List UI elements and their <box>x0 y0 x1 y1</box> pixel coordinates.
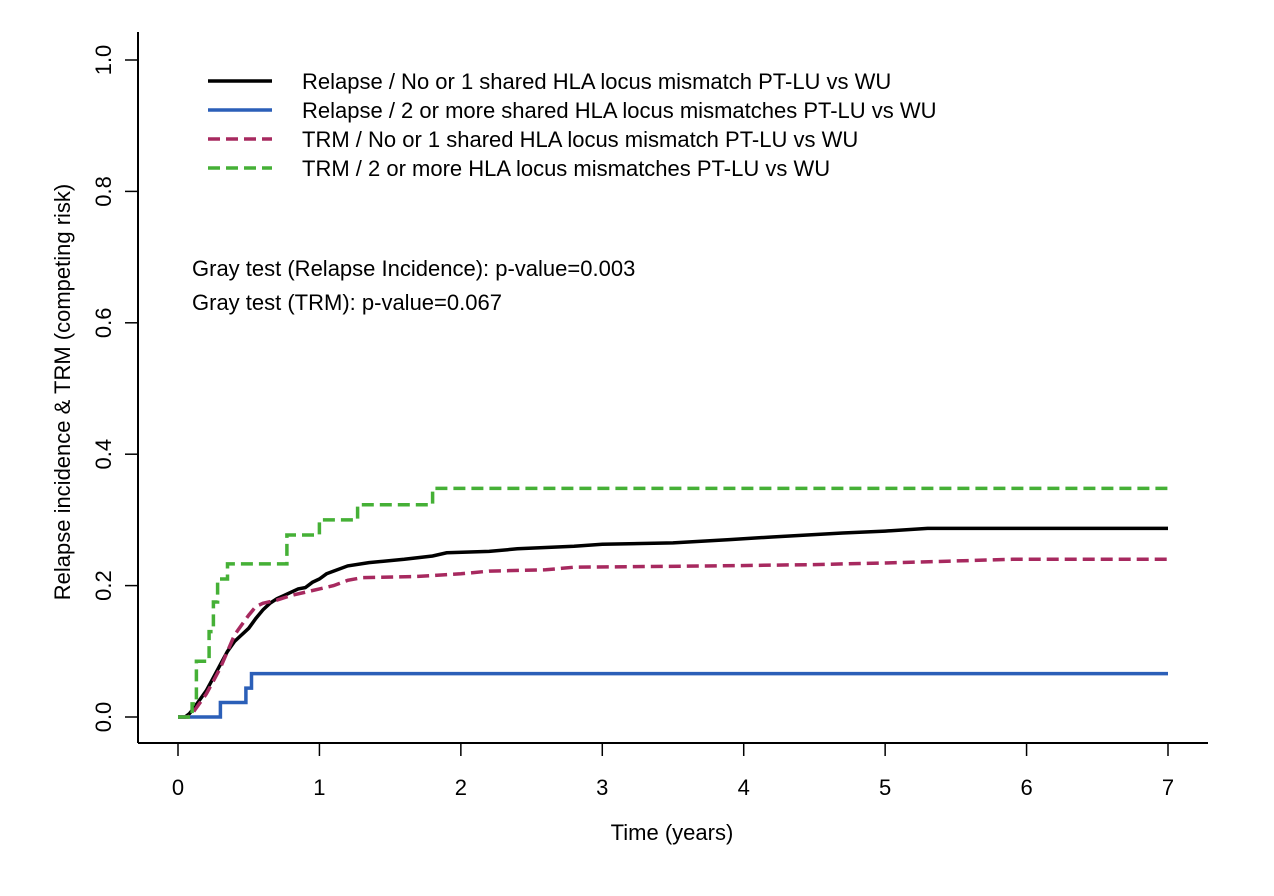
x-axis-title: Time (years) <box>611 820 734 845</box>
x-tick-label: 2 <box>455 775 467 800</box>
series-line-1 <box>178 526 1168 719</box>
y-tick-label: 0.6 <box>91 308 116 339</box>
annotation-relapse-gray-test: Gray test (Relapse Incidence): p-value=0… <box>192 256 635 281</box>
series-line-4 <box>178 486 1168 719</box>
legend: Relapse / No or 1 shared HLA locus misma… <box>208 69 937 181</box>
x-tick-label: 0 <box>172 775 184 800</box>
legend-label-2: Relapse / 2 or more shared HLA locus mis… <box>302 98 937 123</box>
legend-label-4: TRM / 2 or more HLA locus mismatches PT-… <box>302 156 830 181</box>
annotations: Gray test (Relapse Incidence): p-value=0… <box>192 256 635 315</box>
x-tick-label: 7 <box>1162 775 1174 800</box>
y-tick-label: 0.0 <box>91 702 116 733</box>
series-line-2 <box>178 671 1168 719</box>
annotation-trm-gray-test: Gray test (TRM): p-value=0.067 <box>192 290 502 315</box>
x-tick-label: 4 <box>738 775 750 800</box>
y-tick-label: 0.2 <box>91 570 116 601</box>
legend-label-3: TRM / No or 1 shared HLA locus mismatch … <box>302 127 858 152</box>
x-tick-label: 1 <box>313 775 325 800</box>
legend-label-1: Relapse / No or 1 shared HLA locus misma… <box>302 69 891 94</box>
x-tick-label: 3 <box>596 775 608 800</box>
y-tick-label: 0.8 <box>91 176 116 207</box>
series-line-3 <box>178 557 1168 719</box>
series-layer <box>178 486 1168 719</box>
y-tick-label: 0.4 <box>91 439 116 470</box>
y-tick-label: 1.0 <box>91 45 116 76</box>
y-axis-title: Relapse incidence & TRM (competing risk) <box>50 184 75 601</box>
axes: 0 1 2 3 4 5 6 7 0.0 0.2 0.4 0.6 0.8 1.0 <box>91 32 1208 800</box>
x-tick-label: 5 <box>879 775 891 800</box>
x-tick-label: 6 <box>1020 775 1032 800</box>
